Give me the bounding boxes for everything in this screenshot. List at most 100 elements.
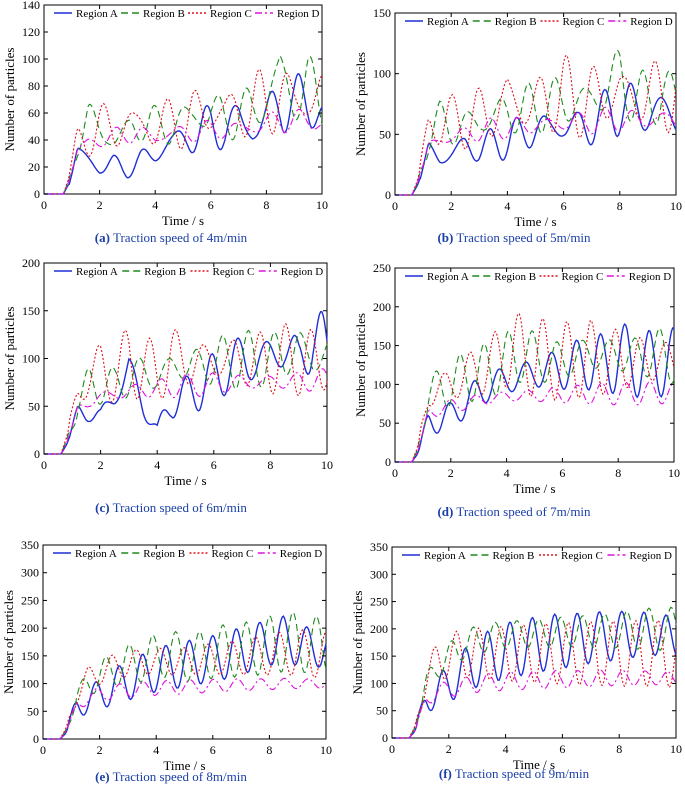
figure-caption: (c) Traction speed of 6m/min <box>0 500 342 516</box>
plot-frame <box>42 544 327 740</box>
x-tick-label: 2 <box>446 742 452 756</box>
y-tick-label: 40 <box>28 133 40 147</box>
plot-frame <box>43 4 323 195</box>
x-tick-label: 6 <box>211 458 217 472</box>
series-line-a <box>43 615 327 740</box>
x-axis-label: Time / s <box>514 214 556 229</box>
y-tick-label: 250 <box>370 595 388 609</box>
legend-label: Region C <box>561 550 603 562</box>
x-axis-label: Time / s <box>513 757 555 772</box>
series-line-d <box>44 368 328 455</box>
legend-label: Region C <box>213 266 255 278</box>
x-tick-label: 4 <box>152 198 158 212</box>
y-tick-label: 60 <box>28 106 40 120</box>
x-tick-label: 2 <box>98 458 104 472</box>
y-tick-label: 100 <box>373 377 391 391</box>
series-line-c <box>44 68 323 195</box>
legend-label: Region A <box>75 548 117 560</box>
x-tick-label: 2 <box>448 466 454 480</box>
y-axis-label: Number of particles <box>353 52 368 156</box>
legend-label: Region B <box>144 266 186 278</box>
y-tick-label: 300 <box>21 566 39 580</box>
x-tick-label: 8 <box>615 466 621 480</box>
x-axis-label: Time / s <box>162 213 204 228</box>
series-line-d <box>392 669 677 739</box>
caption-letter: (b) <box>437 230 454 245</box>
y-tick-label: 0 <box>385 455 391 469</box>
y-tick-label: 200 <box>21 621 39 635</box>
plot-frame <box>394 12 677 196</box>
chart-panel: 0 2 4 6 8 10 0 50 100 150 200 250 300 350 Time / s Numb… <box>0 526 342 787</box>
x-tick-label: 0 <box>40 743 46 757</box>
plot-frame <box>394 267 675 463</box>
y-tick-label: 140 <box>22 0 40 12</box>
x-tick-label: 4 <box>503 742 509 756</box>
series-line-d <box>44 108 323 195</box>
series-line-c <box>44 322 328 455</box>
y-tick-label: 0 <box>385 188 391 202</box>
y-tick-label: 100 <box>22 52 40 66</box>
chart-panel: 0 2 4 6 8 10 0 50 100 150 200 Time / s Number of par… <box>0 256 342 525</box>
y-tick-label: 150 <box>370 649 388 663</box>
x-tick-label: 6 <box>208 198 214 212</box>
series-line-a <box>395 82 677 196</box>
legend-label: Region C <box>562 271 604 283</box>
legend: Region A Region B Region C Region D <box>53 548 322 560</box>
legend-label: Region B <box>494 271 536 283</box>
y-tick-label: 20 <box>28 160 40 174</box>
y-tick-label: 200 <box>370 622 388 636</box>
y-tick-label: 250 <box>21 593 39 607</box>
y-tick-label: 100 <box>21 677 39 691</box>
series-line-b <box>395 327 675 463</box>
series-line-b <box>44 54 323 195</box>
y-tick-label: 50 <box>379 416 391 430</box>
series-line-d <box>395 380 675 463</box>
x-tick-label: 10 <box>316 198 328 212</box>
y-tick-label: 100 <box>370 676 388 690</box>
y-tick-label: 100 <box>373 67 391 81</box>
y-axis-label: Number of particles <box>353 313 368 417</box>
legend-label: Region A <box>76 8 118 20</box>
caption-text: Traction speed of 6m/min <box>109 500 247 515</box>
caption-letter: (f) <box>438 766 452 781</box>
caption-letter: (a) <box>94 230 110 245</box>
y-tick-label: 120 <box>22 25 40 39</box>
legend-label: Region D <box>277 8 320 20</box>
legend-label: Region D <box>281 266 324 278</box>
legend-label: Region D <box>629 271 672 283</box>
series-line-b <box>395 49 677 196</box>
y-tick-label: 350 <box>21 538 39 552</box>
caption-text: Traction speed of 5m/min <box>453 230 591 245</box>
y-tick-label: 200 <box>22 256 40 270</box>
series-line-b <box>392 606 677 739</box>
figure-caption: (a) Traction speed of 4m/min <box>0 230 342 246</box>
x-tick-label: 2 <box>97 743 103 757</box>
series-line-b <box>44 329 328 455</box>
caption-text: Traction speed of 9m/min <box>451 766 590 781</box>
series-line-a <box>44 72 323 195</box>
y-tick-label: 150 <box>21 649 39 663</box>
x-tick-label: 10 <box>670 742 682 756</box>
legend-label: Region C <box>563 16 605 28</box>
caption-text: Traction speed of 7m/min <box>453 504 591 519</box>
y-tick-label: 150 <box>373 6 391 20</box>
y-tick-label: 0 <box>34 447 40 461</box>
legend-label: Region A <box>427 271 469 283</box>
caption-text: Traction speed of 4m/min <box>109 230 248 245</box>
y-tick-label: 100 <box>22 352 40 366</box>
caption-letter: (e) <box>95 769 110 784</box>
y-tick-label: 150 <box>22 304 40 318</box>
caption-text: Traction speed of 8m/min <box>109 769 247 784</box>
legend-label: Region D <box>630 550 673 562</box>
series-line-a <box>392 610 677 739</box>
series-line-c <box>395 54 677 196</box>
figure-caption: (d) Traction speed of 7m/min <box>343 504 685 520</box>
x-tick-label: 8 <box>266 743 272 757</box>
y-axis-label: Number of particles <box>2 48 17 152</box>
x-tick-label: 0 <box>392 199 398 213</box>
x-tick-label: 4 <box>504 466 510 480</box>
x-tick-label: 10 <box>320 743 332 757</box>
caption-letter: (d) <box>437 504 454 519</box>
